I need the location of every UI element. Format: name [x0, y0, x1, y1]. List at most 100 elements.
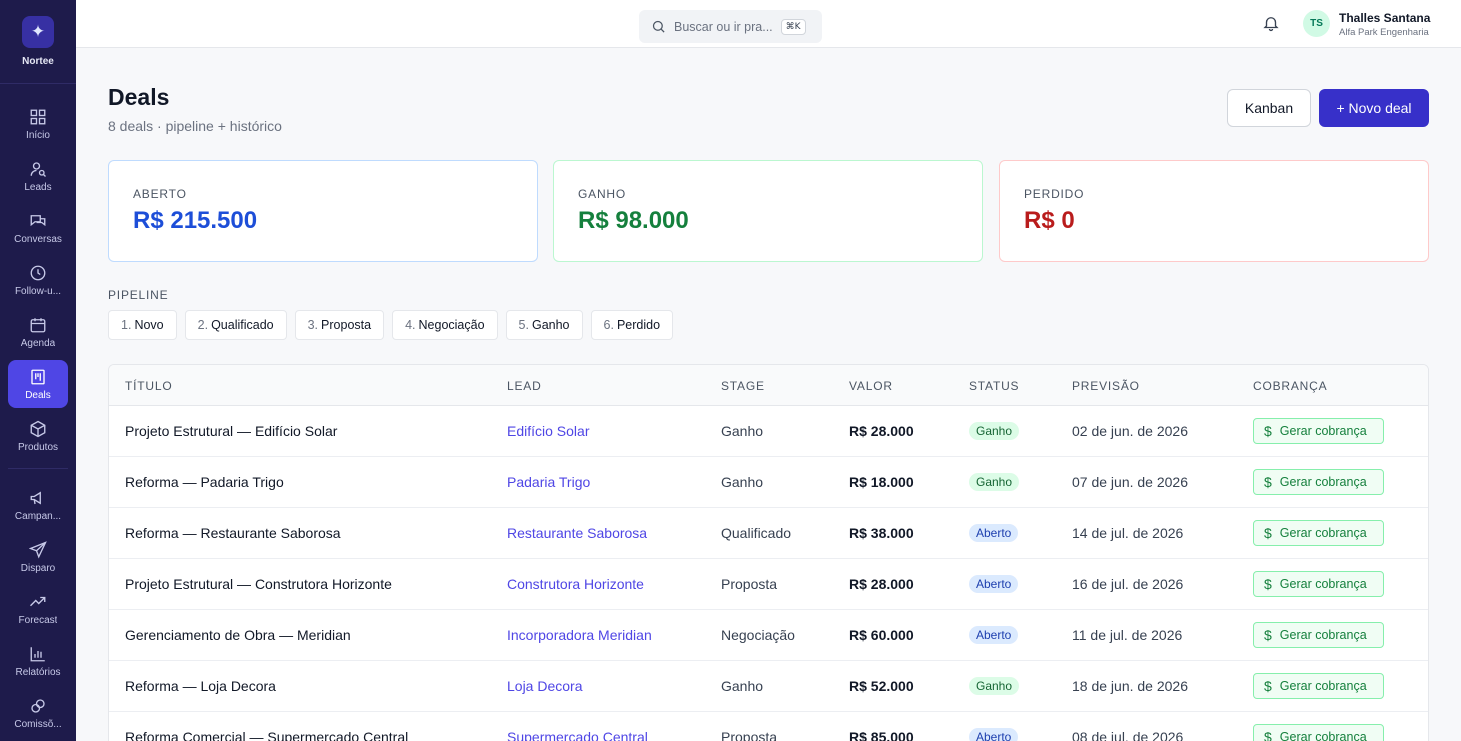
sidebar-item-comissoes[interactable]: Comissõ...: [8, 689, 68, 737]
sidebar-item-label: Forecast: [18, 614, 58, 626]
stage-name: Negociação: [418, 318, 485, 332]
deal-stage: Negociação: [721, 627, 795, 643]
sidebar-item-forecast[interactable]: Forecast: [8, 585, 68, 633]
column-header-titulo[interactable]: TÍTULO: [125, 379, 173, 393]
sidebar-item-inicio[interactable]: Início: [8, 100, 68, 148]
shortcut-badge: ⌘K: [780, 18, 806, 35]
sparkle-icon: ✦: [22, 16, 54, 48]
summary-label: GANHO: [578, 187, 627, 201]
stage-chip-perdido[interactable]: 6. Perdido: [590, 310, 674, 340]
lead-link[interactable]: Edifício Solar: [507, 423, 590, 439]
search-input[interactable]: Buscar ou ir pra... ⌘K: [639, 10, 822, 43]
sidebar-item-label: Comissõ...: [14, 718, 62, 730]
stage-chip-proposta[interactable]: 3. Proposta: [294, 310, 385, 340]
dollar-icon: $: [1264, 576, 1272, 592]
status-badge: Aberto: [969, 524, 1019, 542]
deal-stage: Proposta: [721, 729, 778, 741]
deal-value: R$ 28.000: [849, 576, 914, 592]
sidebar-item-label: Deals: [25, 389, 51, 401]
deal-value: R$ 85.000: [849, 729, 914, 741]
generate-charge-button[interactable]: $ Gerar cobrança: [1253, 469, 1384, 495]
table-row[interactable]: Gerenciamento de Obra — Meridian Incorpo…: [109, 610, 1428, 661]
lead-link[interactable]: Loja Decora: [507, 678, 583, 694]
stage-chip-ganho[interactable]: 5. Ganho: [505, 310, 583, 340]
trend-icon: [30, 596, 46, 606]
stage-name: Perdido: [616, 318, 661, 332]
generate-charge-button[interactable]: $ Gerar cobrança: [1253, 520, 1384, 546]
sidebar-item-relatorios[interactable]: Relatórios: [8, 637, 68, 685]
sidebar-item-conversas[interactable]: Conversas: [8, 204, 68, 252]
new-deal-button[interactable]: + Novo deal: [1319, 89, 1429, 127]
stage-chip-novo[interactable]: 1. Novo: [108, 310, 177, 340]
lead-link[interactable]: Supermercado Central: [507, 729, 648, 741]
sidebar-item-label: Relatórios: [15, 666, 61, 678]
sidebar-item-label: Campan...: [14, 510, 62, 522]
stage-number: 4.: [405, 318, 416, 332]
column-header-cobranca[interactable]: COBRANÇA: [1253, 379, 1328, 393]
chat-icon: [30, 214, 46, 226]
stage-name: Qualificado: [211, 318, 274, 332]
sidebar-item-leads[interactable]: Leads: [8, 152, 68, 200]
bar-chart-icon: [30, 646, 45, 661]
commission-icon: [31, 698, 45, 713]
column-header-previsao[interactable]: PREVISÃO: [1072, 379, 1140, 393]
lead-link[interactable]: Incorporadora Meridian: [507, 627, 652, 643]
generate-charge-button[interactable]: $ Gerar cobrança: [1253, 724, 1384, 741]
deal-stage: Ganho: [721, 474, 764, 490]
sidebar-item-agenda[interactable]: Agenda: [8, 308, 68, 356]
deal-forecast: 07 de jun. de 2026: [1072, 474, 1188, 490]
calendar-icon: [30, 317, 46, 332]
stage-number: 3.: [307, 318, 319, 332]
kanban-icon: [31, 369, 45, 384]
deals-table: TÍTULO LEAD STAGE VALOR STATUS PREVISÃO …: [108, 364, 1429, 741]
table-row[interactable]: Projeto Estrutural — Edifício Solar Edif…: [109, 406, 1428, 457]
sidebar-item-disparo[interactable]: Disparo: [8, 533, 68, 581]
sidebar-item-produtos[interactable]: Produtos: [8, 412, 68, 460]
stage-chip-negociacao[interactable]: 4. Negociação: [392, 310, 498, 340]
lead-link[interactable]: Construtora Horizonte: [507, 576, 644, 592]
table-row[interactable]: Reforma Comercial — Supermercado Central…: [109, 712, 1428, 741]
brand[interactable]: ✦ Nortee: [0, 0, 76, 84]
generate-charge-button[interactable]: $ Gerar cobrança: [1253, 418, 1384, 444]
generate-charge-button[interactable]: $ Gerar cobrança: [1253, 622, 1384, 648]
summary-value: R$ 98.000: [578, 207, 689, 234]
column-header-valor[interactable]: VALOR: [849, 379, 893, 393]
bell-icon[interactable]: [1262, 14, 1280, 32]
generate-charge-button[interactable]: $ Gerar cobrança: [1253, 571, 1384, 597]
stage-name: Proposta: [321, 318, 372, 332]
deal-forecast: 02 de jun. de 2026: [1072, 423, 1188, 439]
dollar-icon: $: [1264, 525, 1272, 541]
charge-label: Gerar cobrança: [1279, 730, 1367, 741]
user-company: Alfa Park Engenharia: [1339, 27, 1429, 38]
stage-number: 2.: [197, 318, 209, 332]
charge-label: Gerar cobrança: [1279, 424, 1367, 438]
column-header-stage[interactable]: STAGE: [721, 379, 765, 393]
stage-chip-qualificado[interactable]: 2. Qualificado: [184, 310, 287, 340]
table-row[interactable]: Reforma — Padaria Trigo Padaria Trigo Ga…: [109, 457, 1428, 508]
brand-name: Nortee: [22, 56, 54, 67]
sidebar-item-label: Follow-u...: [14, 285, 62, 297]
column-header-lead[interactable]: LEAD: [507, 379, 542, 393]
table-row[interactable]: Reforma — Restaurante Saborosa Restauran…: [109, 508, 1428, 559]
generate-charge-button[interactable]: $ Gerar cobrança: [1253, 673, 1384, 699]
avatar[interactable]: TS: [1303, 10, 1330, 37]
search-icon: [652, 20, 665, 33]
sidebar-item-campanhas[interactable]: Campan...: [8, 481, 68, 529]
status-badge: Ganho: [969, 422, 1020, 440]
table-row[interactable]: Projeto Estrutural — Construtora Horizon…: [109, 559, 1428, 610]
deal-forecast: 14 de jul. de 2026: [1072, 525, 1184, 541]
deal-stage: Proposta: [721, 576, 778, 592]
kanban-button[interactable]: Kanban: [1227, 89, 1311, 127]
sidebar-item-deals[interactable]: Deals: [8, 360, 68, 408]
column-header-status[interactable]: STATUS: [969, 379, 1020, 393]
lead-link[interactable]: Padaria Trigo: [507, 474, 591, 490]
deal-value: R$ 38.000: [849, 525, 914, 541]
deal-title: Projeto Estrutural — Edifício Solar: [125, 423, 338, 439]
sidebar-item-follow-up[interactable]: Follow-u...: [8, 256, 68, 304]
summary-card-lost: PERDIDO R$ 0: [999, 160, 1429, 262]
dollar-icon: $: [1264, 474, 1272, 490]
pipeline-label: PIPELINE: [108, 288, 169, 302]
deal-forecast: 11 de jul. de 2026: [1072, 627, 1183, 643]
lead-link[interactable]: Restaurante Saborosa: [507, 525, 648, 541]
table-row[interactable]: Reforma — Loja Decora Loja Decora Ganho …: [109, 661, 1428, 712]
